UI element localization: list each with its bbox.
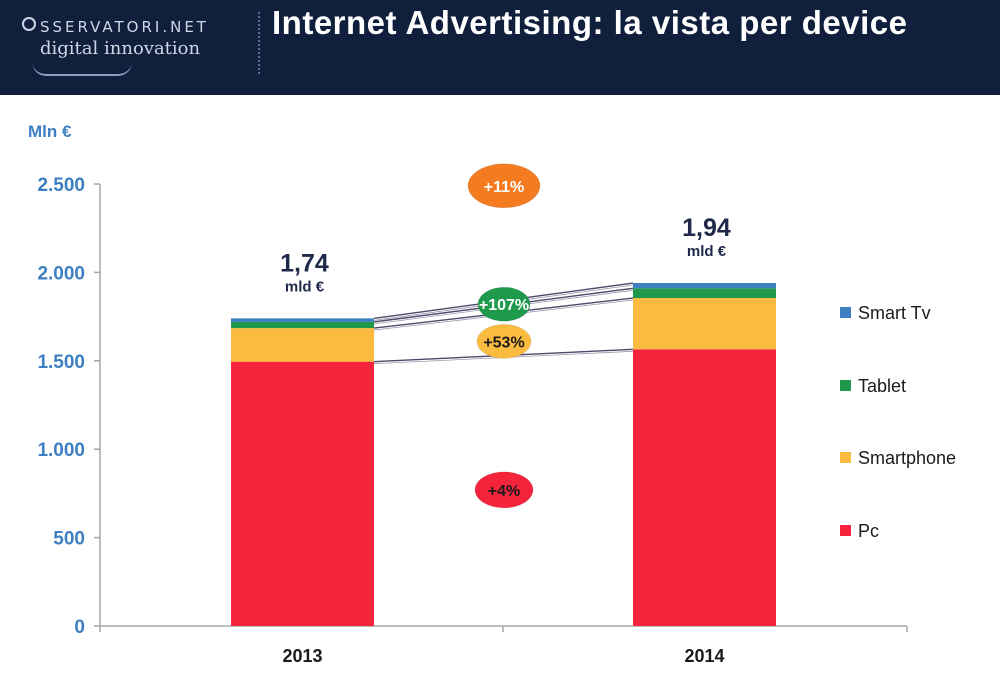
growth-badge (467, 163, 541, 209)
legend-label: Smartphone (858, 448, 956, 468)
legend-swatch-tablet (840, 380, 851, 391)
bar-segment-smart-tv (231, 318, 374, 322)
y-tick-label: 1.500 (37, 352, 85, 373)
bar-segment-smart-tv (633, 283, 776, 289)
y-axis-unit-label: Mln € (28, 122, 72, 141)
growth-badge-label: +11% (484, 179, 524, 196)
y-tick-label: 500 (53, 529, 85, 550)
logo-wordmark: SSERVATORI.NET (40, 18, 209, 36)
total-unit-label: mld € (285, 278, 325, 295)
legend-label: Pc (858, 521, 879, 541)
legend-swatch-smart-tv (840, 307, 851, 318)
x-tick-label: 2013 (282, 646, 322, 666)
growth-badge-label: +4% (488, 483, 520, 500)
bar-segment-pc (231, 361, 374, 626)
total-value-label: 1,74 (280, 249, 329, 277)
header-bar: SSERVATORI.NET digital innovation Intern… (0, 0, 1000, 95)
header-divider (258, 12, 260, 74)
bar-segment-smartphone (633, 298, 776, 350)
y-tick-label: 2.500 (37, 175, 85, 196)
bar-segment-smartphone (231, 328, 374, 362)
y-tick-label: 1.000 (37, 440, 85, 461)
legend-swatch-smartphone (840, 452, 851, 463)
stacked-bar-chart: Mln €05001.0001.5002.0002.50020131,74mld… (28, 122, 956, 666)
bar-segment-pc (633, 349, 776, 626)
y-tick-label: 2.000 (37, 263, 85, 284)
legend-label: Tablet (858, 376, 906, 396)
osservatori-logo: SSERVATORI.NET digital innovation (22, 10, 252, 80)
total-unit-label: mld € (687, 243, 727, 260)
legend-label: Smart Tv (858, 303, 931, 323)
growth-badge (474, 471, 534, 509)
page-title: Internet Advertising: la vista per devic… (272, 4, 908, 41)
growth-badge (477, 286, 531, 322)
logo-tagline: digital innovation (40, 38, 201, 59)
y-tick-label: 0 (74, 617, 85, 638)
logo-swoosh-icon (32, 62, 132, 76)
bar-segment-tablet (633, 288, 776, 299)
growth-badge (476, 323, 532, 359)
logo-ring-icon (22, 17, 36, 31)
x-tick-label: 2014 (684, 646, 724, 666)
legend-swatch-pc (840, 525, 851, 536)
growth-badge-label: +53% (483, 334, 524, 351)
total-value-label: 1,94 (682, 214, 731, 242)
growth-badge-label: +107% (479, 297, 529, 314)
bar-segment-tablet (231, 321, 374, 329)
